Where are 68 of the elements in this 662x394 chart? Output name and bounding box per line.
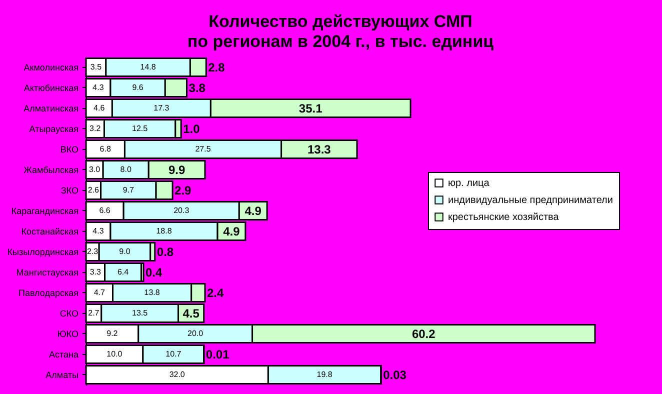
data-label: 2.9 [174, 183, 192, 198]
y-tick-label: СКО [60, 308, 78, 318]
data-label: 10.0 [106, 349, 123, 358]
data-label: 2.7 [88, 308, 100, 318]
data-label: 3.5 [90, 62, 102, 72]
data-label: 4.5 [182, 306, 200, 320]
data-label: 13.3 [307, 142, 332, 156]
data-label: 8.0 [120, 164, 132, 174]
y-tick-label: Астана [48, 349, 78, 360]
data-label: 4.3 [92, 82, 104, 92]
y-tick-label: Алматы [46, 370, 78, 380]
legend-label: крестьянские хозяйства [448, 212, 560, 223]
data-label: 17.3 [154, 103, 170, 112]
data-label: 4.9 [223, 224, 240, 238]
data-label: 18.8 [156, 226, 172, 236]
data-label: 1.0 [183, 122, 200, 136]
data-label: 32.0 [169, 370, 186, 379]
data-label: 6.6 [99, 206, 111, 215]
y-tick-label: Мангистауская [16, 267, 79, 278]
legend-label: юр. лица [448, 178, 490, 189]
data-label: 0.01 [206, 347, 230, 362]
legend-label: индивидуальные предприниматели [448, 195, 613, 206]
data-label: 9.6 [132, 82, 144, 92]
data-label: 13.8 [144, 288, 160, 297]
data-label: 9.7 [122, 185, 135, 194]
data-label: 6.4 [117, 267, 130, 276]
data-label: 20.0 [188, 328, 204, 338]
data-label: 2.3 [86, 246, 99, 256]
data-label: 6.8 [100, 144, 112, 154]
y-tick-label: Павлодарская [18, 288, 79, 298]
data-label: 10.7 [166, 349, 182, 358]
data-label: 14.8 [140, 62, 156, 72]
y-tick-label: Атырауская [29, 124, 79, 134]
data-label: 4.6 [94, 103, 106, 112]
data-label: 0.03 [383, 368, 407, 382]
data-label: 60.2 [412, 326, 436, 341]
data-label: 9.9 [168, 162, 186, 177]
y-tick-label: Костанайская [21, 226, 79, 236]
y-tick-label: ЮКО [57, 328, 78, 339]
data-label: 13.5 [132, 308, 148, 318]
y-tick-label: ЗКО [60, 185, 78, 196]
y-tick-label: Кызылординская [7, 246, 79, 257]
data-label: 2.6 [88, 185, 100, 194]
data-label: 0.4 [146, 265, 163, 280]
data-label: 20.3 [174, 206, 190, 215]
data-label: 4.9 [244, 204, 262, 218]
data-label: 3.2 [90, 124, 102, 133]
data-label: 3.0 [88, 164, 101, 174]
y-tick-label: ВКО [60, 144, 78, 154]
data-label: 9.0 [119, 246, 131, 256]
data-label: 3.3 [90, 267, 102, 276]
y-tick-label: Жамбылская [24, 164, 79, 175]
data-label: 35.1 [298, 101, 323, 116]
data-label: 4.7 [94, 288, 106, 297]
data-label: 2.4 [206, 286, 224, 300]
data-label: 27.5 [195, 144, 212, 154]
y-tick-label: Акмолинская [24, 62, 79, 72]
data-label: 4.3 [92, 226, 104, 236]
y-tick-label: Алматинская [24, 103, 79, 114]
data-label: 2.8 [208, 60, 226, 74]
y-tick-label: Актюбинская [24, 82, 79, 93]
data-label: 0.8 [156, 244, 174, 259]
data-label: 9.2 [106, 328, 118, 338]
data-label: 19.8 [316, 370, 333, 379]
data-label: 12.5 [132, 124, 148, 133]
y-tick-label: Карагандинская [11, 206, 79, 216]
data-label: 3.8 [188, 80, 206, 95]
chart-title: Количество действующих СМП по регионам в 2004 г., в тыс. единиц [187, 12, 494, 51]
